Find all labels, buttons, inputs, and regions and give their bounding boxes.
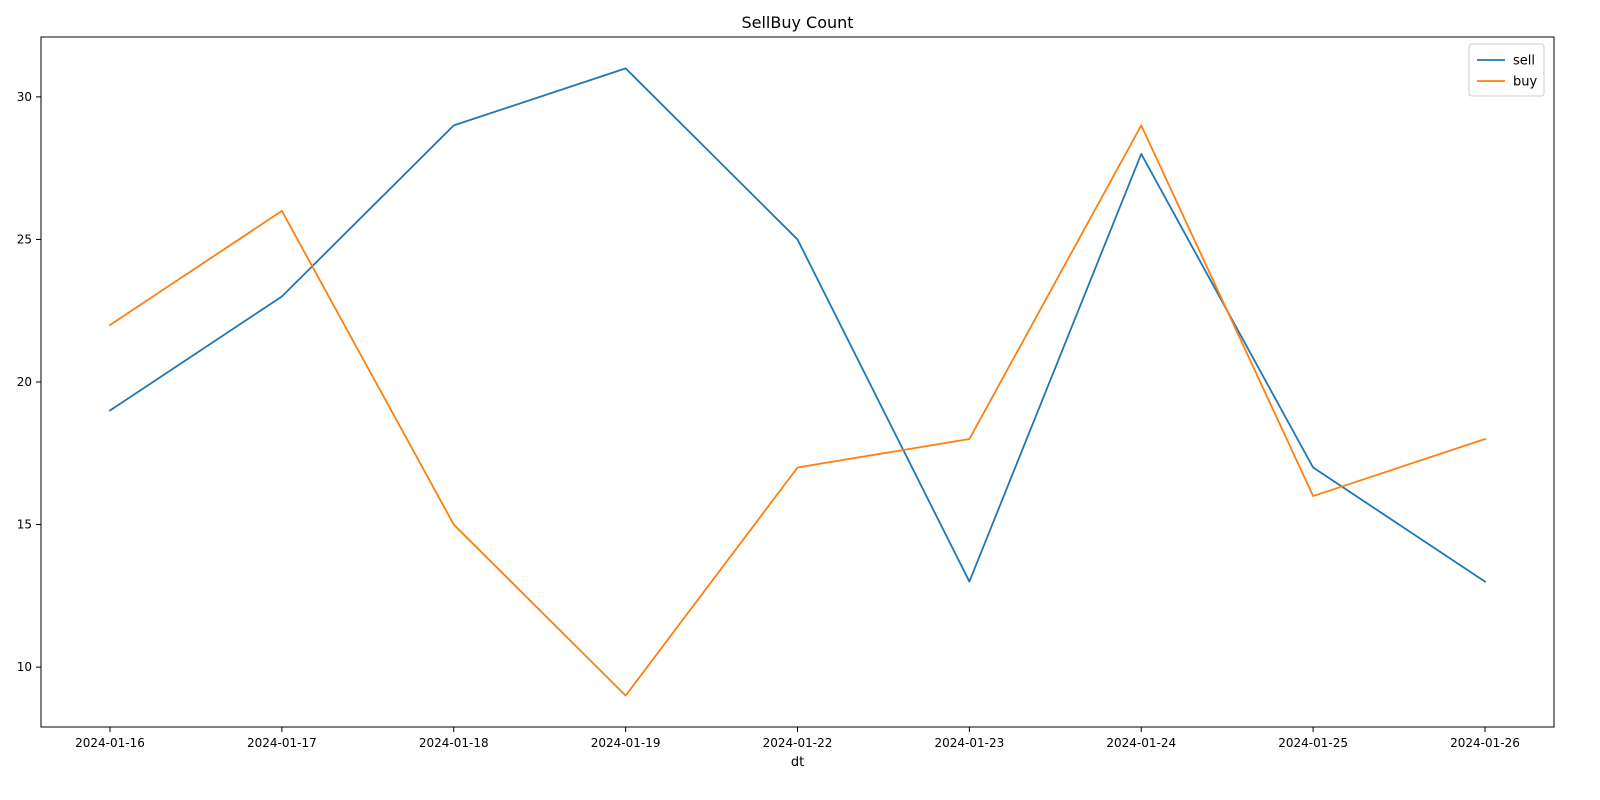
- y-tick-label: 10: [17, 660, 32, 674]
- y-axis: 10 15 20 25 30: [17, 90, 41, 674]
- x-tick-label: 2024-01-22: [763, 736, 833, 750]
- x-tick-label: 2024-01-26: [1450, 736, 1520, 750]
- x-tick-label: 2024-01-18: [419, 736, 489, 750]
- legend-label-buy: buy: [1513, 75, 1537, 90]
- series-group: [108, 67, 1487, 697]
- y-tick-label: 25: [17, 232, 32, 246]
- x-tick-label: 2024-01-17: [247, 736, 317, 750]
- x-tick-label: 2024-01-25: [1278, 736, 1348, 750]
- x-tick-label: 2024-01-24: [1106, 736, 1176, 750]
- x-axis: 2024-01-16 2024-01-17 2024-01-18 2024-01-19…: [75, 727, 1520, 750]
- chart-title: SellBuy Count: [741, 13, 853, 32]
- y-tick-label: 20: [17, 375, 32, 389]
- plot-frame: [40, 36, 1555, 728]
- series-line-sell: [108, 67, 1487, 583]
- legend-frame: [1468, 43, 1545, 97]
- legend: sell buy: [1468, 43, 1545, 97]
- x-tick-label: 2024-01-16: [75, 736, 145, 750]
- y-tick-label: 15: [17, 518, 32, 532]
- x-tick-label: 2024-01-19: [591, 736, 661, 750]
- series-line-buy: [108, 124, 1487, 697]
- legend-label-sell: sell: [1513, 54, 1535, 69]
- x-tick-label: 2024-01-23: [935, 736, 1005, 750]
- y-tick-label: 30: [17, 90, 32, 104]
- x-axis-label: dt: [791, 755, 804, 770]
